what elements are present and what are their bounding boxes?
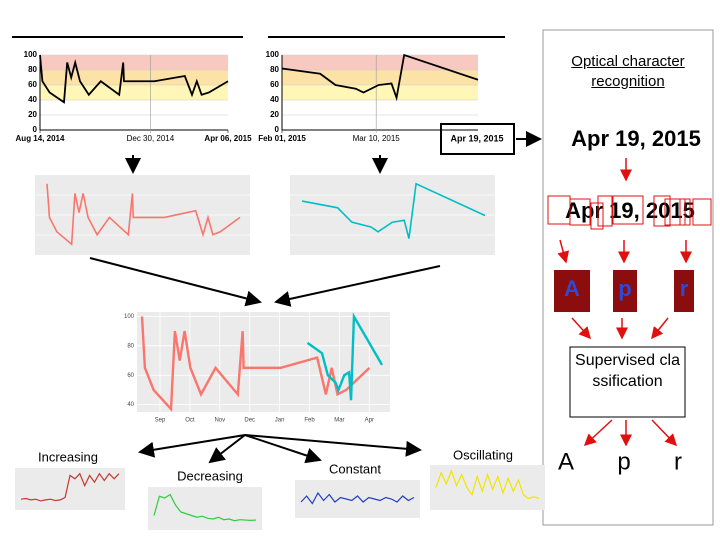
arrow (274, 265, 441, 307)
panel (148, 487, 262, 530)
segment-char: p (618, 276, 631, 301)
y-tick-label: 0 (33, 125, 38, 134)
classifier-box (569, 346, 686, 418)
y-tick-label: 100 (24, 50, 38, 59)
y-tick-label: 40 (127, 402, 134, 408)
line-series (306, 312, 384, 401)
classifier-label: Supervised classification (575, 352, 680, 390)
line-series (140, 316, 371, 412)
arrow (651, 317, 669, 340)
y-tick-label: 100 (266, 50, 280, 59)
y-tick-label: 80 (127, 343, 134, 349)
arrow (557, 239, 570, 264)
line-series (39, 54, 229, 104)
arrow (651, 419, 678, 447)
panel (137, 312, 390, 412)
ocr-title-box: Optical character recognition (571, 53, 685, 90)
x-tick-label: Oct (185, 418, 195, 424)
line-series (153, 493, 257, 522)
x-tick-label: Dec (244, 418, 255, 424)
highlighted-date: Apr 19, 2015 (450, 133, 503, 143)
highlight-box (440, 123, 515, 155)
x-tick-label: Apr (365, 418, 374, 424)
x-tick-label: Sep (155, 418, 166, 424)
pattern-label: Decreasing (177, 468, 243, 483)
y-tick-label: 60 (127, 373, 134, 379)
band (282, 85, 478, 100)
segmented-date: Apr 19, 2015 (565, 198, 695, 223)
char-tile (554, 270, 590, 312)
y-tick-label: 60 (270, 80, 279, 89)
ocr-title: Optical character recognition (571, 53, 685, 90)
x-tick-label: Nov (214, 418, 225, 424)
band (282, 55, 478, 70)
classifier-text-box: Supervised classification (575, 352, 680, 390)
segment-char: r (680, 276, 689, 301)
x-tick-label: Mar 10, 2015 (353, 134, 401, 143)
line-series (300, 491, 415, 505)
x-tick-label: Mar (334, 418, 344, 424)
arrow (571, 317, 592, 340)
y-tick-label: 0 (275, 125, 280, 134)
char-tile (613, 270, 637, 312)
y-tick-label: 60 (28, 80, 37, 89)
arrow (244, 434, 422, 457)
line-series (301, 182, 486, 239)
x-tick-label: Apr 06, 2015 (204, 134, 252, 143)
pattern-label: Oscillating (453, 447, 513, 462)
band (40, 85, 228, 100)
y-tick-label: 20 (28, 110, 37, 119)
panel (295, 480, 420, 518)
band (40, 70, 228, 85)
y-tick-label: 100 (124, 314, 135, 320)
x-tick-label: Jan (275, 418, 285, 424)
line-series (46, 183, 241, 246)
x-tick-label: Aug 14, 2014 (16, 134, 65, 143)
output-char: r (674, 448, 682, 475)
arrow (208, 434, 246, 464)
pattern-label: Increasing (38, 449, 98, 464)
x-tick-label: Feb 01, 2015 (258, 134, 306, 143)
x-tick-label: Dec 30, 2014 (127, 134, 175, 143)
y-tick-label: 20 (270, 110, 279, 119)
output-char: A (558, 448, 574, 475)
segment-boxes (547, 195, 712, 230)
y-tick-label: 80 (28, 65, 37, 74)
line-series (281, 53, 479, 102)
panel (430, 465, 545, 510)
line-series (435, 469, 540, 500)
x-tick-label: Feb (304, 418, 315, 424)
band (40, 55, 228, 70)
line-series (20, 472, 120, 502)
arrow (583, 419, 613, 447)
output-char: p (617, 448, 630, 475)
arrow (89, 257, 262, 307)
y-tick-label: 40 (270, 95, 279, 104)
y-tick-label: 40 (28, 95, 37, 104)
arrow (244, 434, 322, 464)
segment-char: A (564, 276, 580, 301)
recognized-date: Apr 19, 2015 (571, 126, 701, 151)
pattern-label: Constant (329, 461, 381, 476)
arrow (138, 434, 246, 458)
y-tick-label: 80 (270, 65, 279, 74)
char-tile (674, 270, 694, 312)
